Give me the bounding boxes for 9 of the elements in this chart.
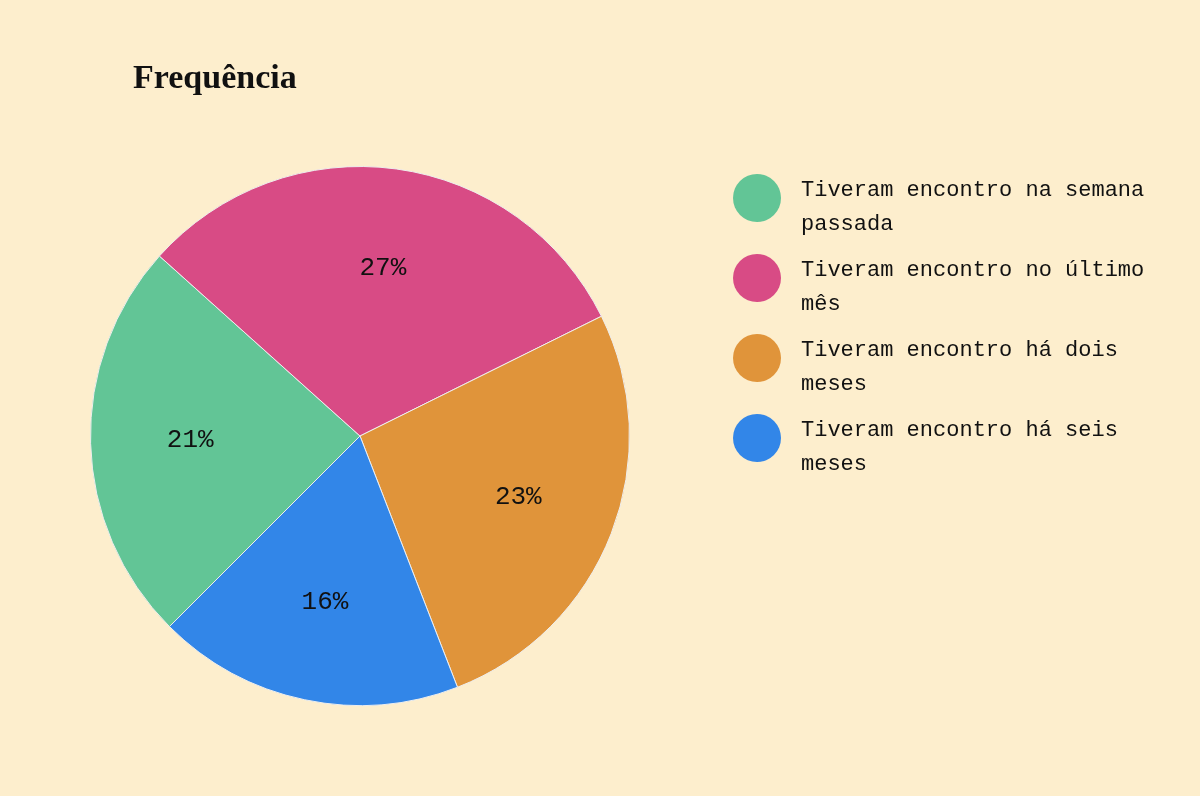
data-label: 23% bbox=[494, 482, 543, 513]
chart-title: Frequência bbox=[133, 58, 297, 96]
data-label: 27% bbox=[359, 252, 407, 283]
legend-label: Tiveram encontro no último mês bbox=[801, 257, 1146, 319]
data-label: 21% bbox=[166, 425, 215, 456]
data-label: 16% bbox=[301, 587, 349, 618]
legend-label: Tiveram encontro há dois meses bbox=[801, 337, 1119, 399]
legend-label: Tiveram encontro na semana passada bbox=[801, 177, 1146, 239]
legend-label: Tiveram encontro há seis meses bbox=[801, 417, 1119, 479]
